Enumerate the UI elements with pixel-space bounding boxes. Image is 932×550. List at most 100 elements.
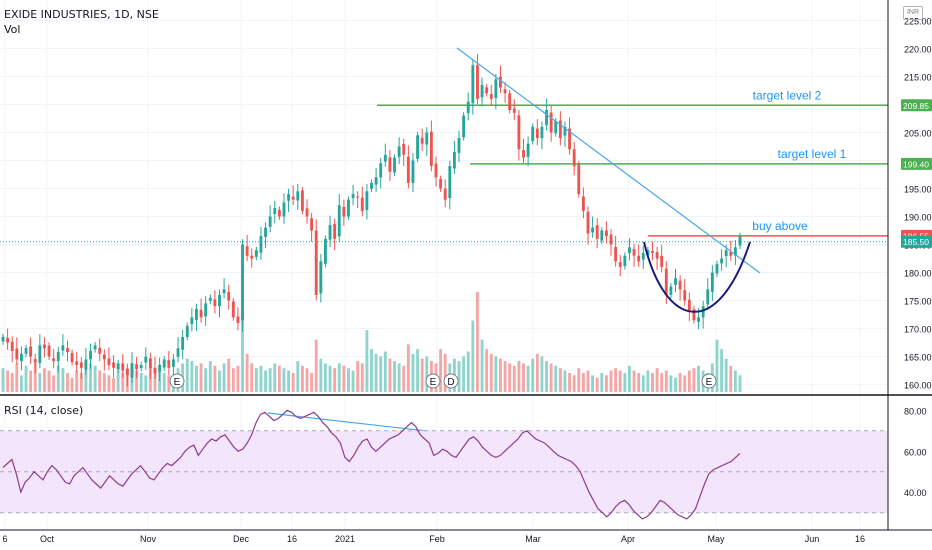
price-badge-label: 185.50 <box>903 237 929 247</box>
volume-bar <box>47 370 51 392</box>
price-tick-label: 180.00 <box>904 269 932 279</box>
volume-bar <box>462 356 466 392</box>
candle-body <box>245 246 249 256</box>
volume-bar <box>351 370 355 392</box>
volume-bar <box>517 361 521 392</box>
volume-bar <box>522 363 525 392</box>
candle-body <box>342 206 346 217</box>
volume-bar <box>568 372 571 392</box>
candle-body <box>393 157 396 173</box>
volume-bar <box>328 365 332 392</box>
volume-bar <box>411 353 415 392</box>
volume-bar <box>273 363 277 392</box>
candle-body <box>558 120 562 139</box>
volume-bar <box>618 370 622 392</box>
time-tick-label: Nov <box>140 534 157 544</box>
volume-bar <box>195 365 198 392</box>
candle-body <box>314 230 318 295</box>
volume-bar <box>139 372 143 392</box>
time-tick-label: 16 <box>287 534 297 544</box>
volume-bar <box>282 368 286 392</box>
price-tick-label: 160.00 <box>904 381 932 391</box>
candle-body <box>683 290 687 301</box>
candle-body <box>549 112 553 133</box>
candle-body <box>125 368 129 376</box>
candle-body <box>370 182 373 189</box>
volume-bar <box>218 370 221 392</box>
volume-bar <box>499 358 502 392</box>
candle-body <box>720 258 724 264</box>
price-tick-label: 165.00 <box>904 353 932 363</box>
candle-body <box>162 359 166 368</box>
symbol-title: EXIDE INDUSTRIES, 1D, NSE <box>4 8 159 21</box>
volume-bar <box>305 368 309 392</box>
candle-body <box>268 216 272 227</box>
price-tick-label: 170.00 <box>904 325 932 335</box>
candle-body <box>310 218 314 231</box>
volume-bar <box>121 372 125 392</box>
volume-bar <box>107 375 111 392</box>
candle-body <box>227 291 231 301</box>
candle-body <box>416 135 419 159</box>
volume-bar <box>738 375 742 392</box>
volume-label: Vol <box>4 23 21 36</box>
volume-bar <box>89 363 92 392</box>
candle-body <box>112 362 115 368</box>
candle-body <box>172 359 175 367</box>
candle-body <box>476 65 479 99</box>
time-tick-label: Dec <box>233 534 250 544</box>
volume-bar <box>591 375 595 392</box>
candle-body <box>379 163 383 178</box>
rsi-pane <box>0 409 888 520</box>
candle-body <box>130 363 134 378</box>
time-tick-label: Apr <box>621 534 635 544</box>
volume-bar <box>715 339 719 392</box>
candle-body <box>204 303 208 317</box>
candle-body <box>89 350 92 360</box>
candle-body <box>568 128 571 150</box>
candle-body <box>692 309 696 321</box>
volume-bar <box>112 377 115 392</box>
candle-body <box>554 121 558 134</box>
volume-bar <box>646 370 650 392</box>
volume-bar <box>319 358 323 392</box>
time-tick-label: Oct <box>40 534 55 544</box>
volume-bar <box>494 356 498 392</box>
volume-bar <box>379 356 383 392</box>
candle-body <box>29 346 33 357</box>
volume-bar <box>374 353 378 392</box>
volume-bar <box>563 370 567 392</box>
candle-body <box>701 306 705 318</box>
event-marker-circle <box>425 373 441 389</box>
candle-body <box>337 205 341 237</box>
candle-body <box>457 138 461 153</box>
currency-badge[interactable]: INR <box>903 6 923 20</box>
candle-body <box>66 347 69 353</box>
event-marker-label: E <box>174 377 181 388</box>
candle-body <box>637 255 641 262</box>
volume-bar <box>347 368 350 392</box>
volume-bar <box>614 368 618 392</box>
candle-body <box>420 137 424 144</box>
volume-bar <box>61 368 65 392</box>
volume-bar <box>52 375 56 392</box>
volume-bar <box>549 363 553 392</box>
volume-bar <box>651 372 654 392</box>
price-tick-label: 205.00 <box>904 128 932 138</box>
candle-body <box>93 345 97 350</box>
candle-body <box>19 353 23 362</box>
volume-bar <box>406 344 410 392</box>
candle-body <box>517 115 521 150</box>
volume-bar <box>135 370 139 392</box>
volume-bar <box>19 375 23 392</box>
candle-body <box>153 367 157 374</box>
volume-bar <box>158 370 162 392</box>
volume-bar <box>724 358 728 392</box>
volume-bar <box>637 372 641 392</box>
candlesticks <box>1 54 742 387</box>
price-tick-label: 195.00 <box>904 184 932 194</box>
